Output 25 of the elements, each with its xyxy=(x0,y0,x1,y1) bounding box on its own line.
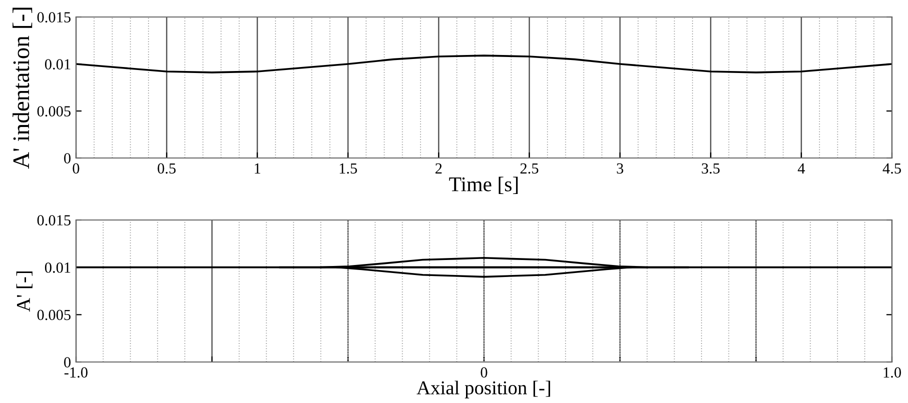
x-tick-label: 2 xyxy=(436,163,442,174)
x-tick-label: 0 xyxy=(480,367,488,378)
x-tick-label: -1.0 xyxy=(64,367,88,378)
x-tick-label: 4.5 xyxy=(882,163,901,174)
x-tick-label: 0.5 xyxy=(158,163,176,174)
x-tick-label: 4 xyxy=(798,163,805,174)
y-tick-label: 0.01 xyxy=(44,262,70,273)
y-axis-title: A' [-] xyxy=(16,272,32,312)
x-tick-label: 1.5 xyxy=(340,163,357,174)
y-tick-label: 0 xyxy=(64,153,71,164)
x-tick-label: 3.5 xyxy=(702,163,720,174)
y-axis-title: A' indentation [-] xyxy=(12,8,32,169)
x-axis-title: Time [s] xyxy=(449,176,518,194)
x-axis-title: Axial position [-] xyxy=(416,380,550,398)
y-tick-label: 0.01 xyxy=(44,59,70,70)
y-tick-label: 0 xyxy=(64,357,71,368)
x-tick-label: 0 xyxy=(72,163,80,174)
x-tick-label: 2.5 xyxy=(520,163,538,174)
y-tick-label: 0.015 xyxy=(37,215,71,226)
x-tick-label: 1 xyxy=(254,163,260,174)
x-tick-label: 3 xyxy=(616,163,624,174)
x-tick-label: 1.0 xyxy=(884,367,901,378)
y-tick-label: 0.015 xyxy=(37,12,71,23)
y-tick-label: 0.005 xyxy=(37,106,71,117)
y-tick-label: 0.005 xyxy=(37,310,71,320)
